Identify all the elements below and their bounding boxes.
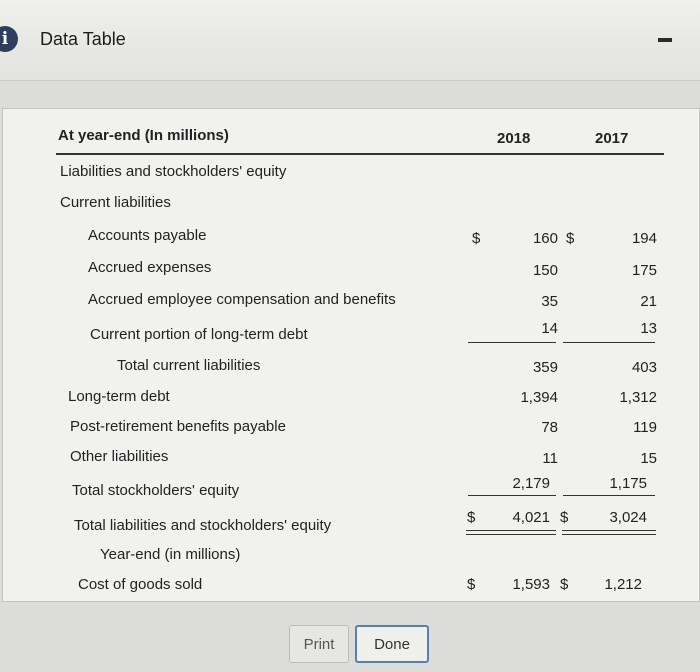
table-cell-2017: 403 (631, 359, 657, 376)
currency-symbol: $ (560, 509, 569, 526)
window-title: Data Table (40, 29, 126, 49)
currency-symbol: $ (560, 576, 569, 593)
done-button[interactable]: Done (355, 625, 429, 663)
table-cell-2017: 1,175 (609, 475, 647, 492)
table-cell-2017: 1,212 (604, 576, 642, 593)
currency-symbol: $ (467, 509, 476, 526)
subtotal-rule (468, 342, 556, 343)
subtotal-rule (468, 495, 556, 496)
table-row-label: Current portion of long-term debt (90, 326, 308, 343)
table-row-label: Post-retirement benefits payable (70, 418, 286, 435)
table-cell-2018: 78 (541, 419, 558, 436)
table-row-label: Other liabilities (70, 448, 169, 465)
table-row-label: Accrued expenses (88, 259, 212, 276)
header-rule (56, 153, 664, 155)
data-table-panel (2, 108, 700, 602)
table-cell-2018: 150 (532, 262, 558, 279)
table-cell-2018: 4,021 (512, 509, 550, 526)
table-cell-2018: 160 (532, 230, 558, 247)
minimize-button[interactable] (658, 38, 672, 42)
table-cell-2018: 14 (541, 320, 558, 337)
subtotal-rule (563, 342, 655, 343)
table-cell-2018: 35 (541, 293, 558, 310)
total-double-rule (466, 530, 556, 531)
table-cell-2018: 11 (542, 450, 558, 467)
currency-symbol: $ (467, 576, 476, 593)
total-double-rule (562, 534, 656, 535)
currency-symbol: $ (472, 230, 481, 247)
table-row-label: Long-term debt (68, 388, 170, 405)
table-row-label: Accounts payable (88, 227, 207, 244)
table-cell-2017: 175 (631, 262, 657, 279)
window-titlebar: i Data Table (0, 0, 700, 81)
table-cell-2017: 15 (640, 450, 657, 467)
total-double-rule (466, 534, 556, 535)
column-header-2017: 2017 (595, 130, 629, 147)
section-label: Liabilities and stockholders' equity (60, 163, 287, 180)
table-cell-2017: 1,312 (619, 389, 657, 406)
column-header-2018: 2018 (497, 130, 531, 147)
section-label: Current liabilities (60, 194, 171, 211)
table-cell-2018: 1,593 (512, 576, 550, 593)
table-cell-2017: 194 (631, 230, 657, 247)
info-icon: i (0, 26, 18, 52)
table-cell-2018: 2,179 (512, 475, 550, 492)
table-cell-2017: 21 (640, 293, 657, 310)
table-row-label: Total liabilities and stockholders' equi… (74, 517, 332, 534)
print-button[interactable]: Print (289, 625, 349, 663)
table-row-label: Accrued employee compensation and benefi… (88, 291, 396, 308)
total-double-rule (562, 530, 656, 531)
table-row-label: Total stockholders' equity (72, 482, 240, 499)
table-cell-2017: 3,024 (609, 509, 647, 526)
subtotal-rule (563, 495, 655, 496)
section-label: Year-end (in millions) (100, 546, 241, 563)
table-cell-2018: 1,394 (520, 389, 558, 406)
table-cell-2017: 119 (633, 419, 657, 436)
table-row-label: Total current liabilities (117, 357, 261, 374)
table-row-label: Cost of goods sold (78, 576, 203, 593)
table-cell-2018: 359 (532, 359, 558, 376)
table-cell-2017: 13 (640, 320, 657, 337)
table-header-label: At year-end (In millions) (58, 127, 229, 144)
currency-symbol: $ (566, 230, 575, 247)
